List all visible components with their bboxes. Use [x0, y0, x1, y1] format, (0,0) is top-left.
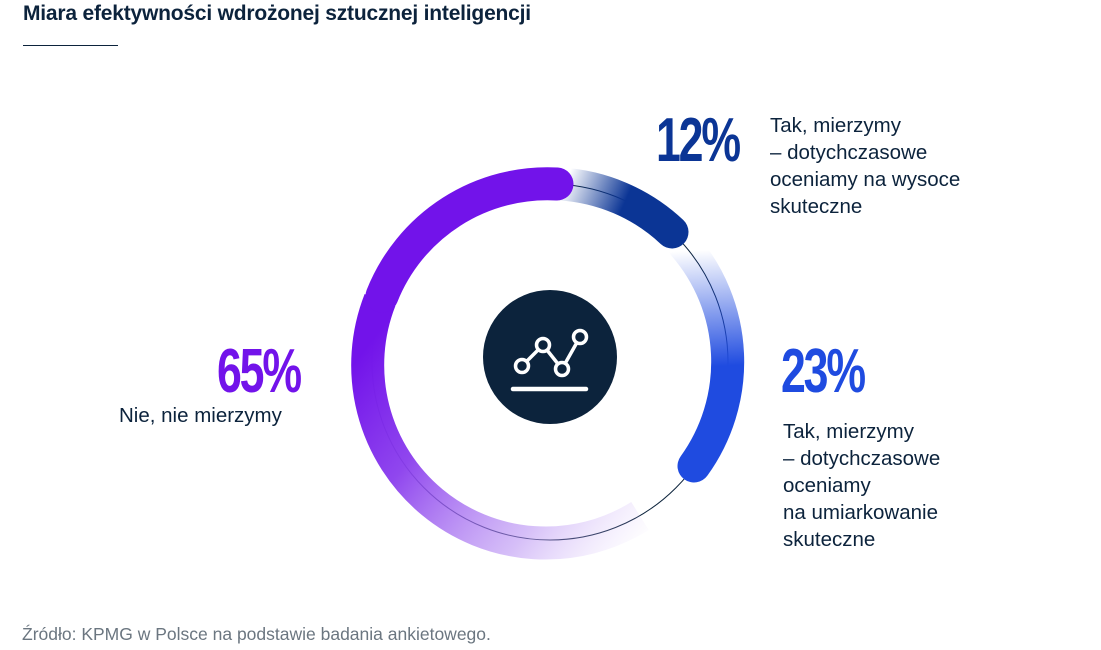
title-underline: [23, 45, 118, 46]
label-high-effective: Tak, mierzymy – dotychczasowe oceniamy n…: [770, 112, 960, 220]
percent-moderate-effective: 23%: [781, 337, 866, 406]
segment-not-measured-fade: [351, 293, 649, 560]
label-moderate-effective: Tak, mierzymy – dotychczasowe oceniamy n…: [783, 418, 940, 553]
segment-high-effective: [543, 167, 689, 249]
label-line: Nie, nie mierzymy: [119, 404, 282, 427]
label-line: oceniamy: [783, 474, 871, 497]
percent-high-effective: 12%: [656, 106, 741, 175]
label-line: – dotychczasowe: [783, 447, 941, 470]
source-note: Źródło: KPMG w Polsce na podstawie badan…: [22, 624, 491, 644]
segment-moderate-effective: [667, 228, 745, 483]
label-line: oceniamy na wysoce: [770, 168, 961, 191]
label-line: Tak, mierzymy: [783, 420, 914, 443]
label-line: na umiarkowanie: [783, 501, 938, 524]
chart-title: Miara efektywności wdrożonej sztucznej i…: [23, 2, 531, 25]
segment-not-measured: [365, 167, 574, 313]
label-line: Tak, mierzymy: [770, 114, 901, 137]
line-chart-icon: [483, 290, 617, 424]
label-not-measured: Nie, nie mierzymy: [119, 402, 282, 429]
percent-not-measured: 65%: [217, 337, 302, 406]
label-line: skuteczne: [770, 195, 863, 218]
label-line: – dotychczasowe: [770, 141, 928, 164]
label-line: skuteczne: [783, 528, 876, 551]
